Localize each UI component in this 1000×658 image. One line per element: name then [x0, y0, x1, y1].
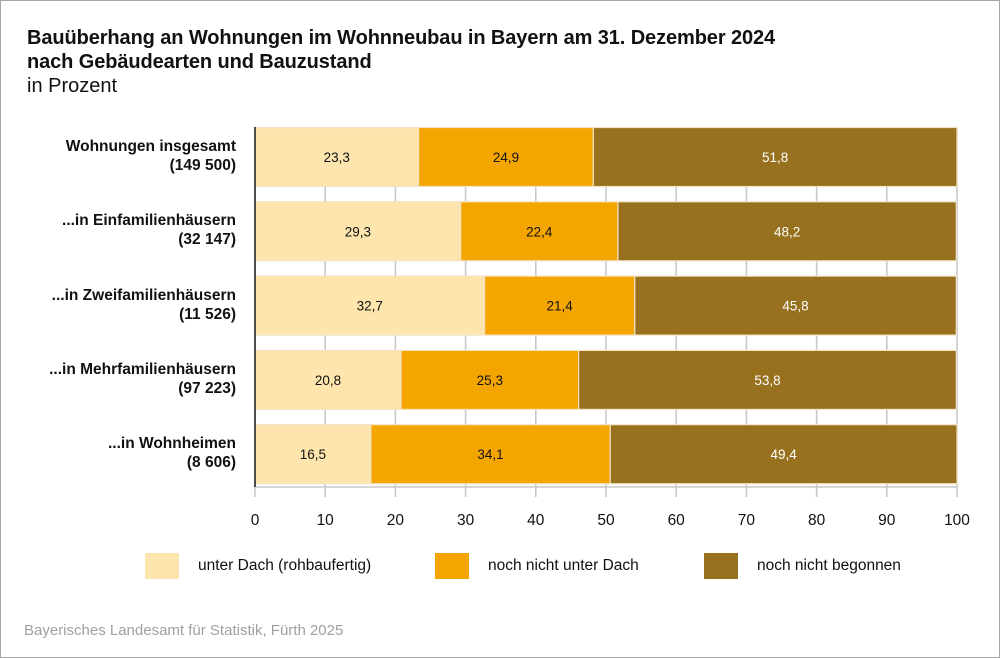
category-label-name: ...in Einfamilienhäusern — [62, 212, 236, 230]
legend-item-unter-dach: unter Dach (rohbaufertig) — [145, 553, 371, 579]
x-tick-label-10: 10 — [317, 512, 335, 529]
category-label-1: ...in Einfamilienhäusern (32 147) — [62, 211, 236, 249]
data-label-2-0: 32,7 — [357, 299, 383, 314]
legend-label-unter-dach: unter Dach (rohbaufertig) — [198, 557, 372, 574]
x-tick-label-70: 70 — [738, 512, 756, 529]
data-label-0-0: 23,3 — [324, 150, 350, 165]
chart-title-line-2: nach Gebäudearten und Bauzustand — [27, 51, 372, 73]
data-label-1-1: 22,4 — [526, 224, 553, 239]
legend-swatch-unter-dach — [145, 553, 179, 579]
data-label-3-0: 20,8 — [315, 373, 341, 388]
data-label-0-2: 51,8 — [762, 150, 788, 165]
data-label-4-2: 49,4 — [770, 447, 797, 462]
bar-segment-1-0 — [254, 201, 462, 262]
data-label-4-1: 34,1 — [477, 447, 503, 462]
legend-label-noch-nicht-unter-dach: noch nicht unter Dach — [488, 557, 639, 574]
category-label-name: Wohnungen insgesamt — [65, 138, 236, 155]
bar-segment-1-1 — [460, 201, 619, 262]
legend-swatch-noch-nicht-unter-dach — [435, 553, 469, 579]
legend-swatch-noch-nicht-begonnen — [704, 553, 738, 579]
chart-subtitle: in Prozent — [27, 75, 118, 97]
category-label-4: ...in Wohnheimen (8 606) — [108, 434, 236, 472]
category-label-name: ...in Wohnheimen — [107, 435, 236, 453]
legend-item-noch-nicht-unter-dach: noch nicht unter Dach — [435, 553, 639, 579]
x-tick-label-40: 40 — [527, 512, 545, 529]
category-label-count: (32 147) — [178, 231, 236, 249]
x-tick-label-100: 100 — [944, 512, 970, 529]
x-tick-label-0: 0 — [251, 512, 260, 529]
category-label-0: Wohnungen insgesamt (149 500) — [66, 137, 236, 175]
bar-segment-4-2 — [609, 424, 958, 485]
chart-title-line-1: Bauüberhang an Wohnungen im Wohnneubau i… — [27, 27, 776, 49]
x-tick-label-60: 60 — [668, 512, 686, 529]
bar-segment-2-0 — [254, 275, 486, 336]
x-tick-label-90: 90 — [878, 512, 896, 529]
category-label-count: (149 500) — [169, 157, 236, 174]
bar-segment-0-2 — [592, 126, 958, 188]
category-label-name: ...in Mehrfamilienhäusern — [49, 360, 236, 378]
category-label-3: ...in Mehrfamilienhäusern (97 223) — [49, 360, 236, 398]
legend-label-noch-nicht-begonnen: noch nicht begonnen — [757, 557, 901, 574]
bar-segment-3-1 — [400, 349, 580, 410]
data-label-3-2: 53,8 — [754, 373, 780, 388]
data-label-4-0: 16,5 — [300, 447, 326, 462]
category-label-count: (11 526) — [179, 305, 236, 323]
source-note: Bayerisches Landesamt für Statistik, Für… — [24, 622, 344, 639]
data-label-2-2: 45,8 — [782, 299, 808, 314]
legend-item-noch-nicht-begonnen: noch nicht begonnen — [704, 553, 901, 579]
x-tick-label-20: 20 — [387, 512, 405, 529]
data-label-2-1: 21,4 — [547, 299, 574, 314]
data-label-1-0: 29,3 — [345, 224, 371, 239]
category-label-name: ...in Zweifamilienhäusern — [51, 286, 236, 304]
data-label-3-1: 25,3 — [477, 373, 503, 388]
legend: unter Dach (rohbaufertig) noch nicht unt… — [0, 553, 1000, 579]
x-tick-label-30: 30 — [457, 512, 475, 529]
bar-segment-2-2 — [634, 275, 957, 336]
x-tick-label-80: 80 — [808, 512, 826, 529]
data-label-1-2: 48,2 — [774, 224, 800, 239]
data-label-0-1: 24,9 — [493, 150, 519, 165]
category-label-count: (8 606) — [186, 454, 236, 472]
x-tick-label-50: 50 — [597, 512, 615, 529]
bar-segment-0-0 — [254, 126, 420, 188]
chart-title: Bauüberhang an Wohnungen im Wohnneubau i… — [27, 26, 775, 74]
bar-segment-3-2 — [578, 349, 957, 410]
bar-segment-1-2 — [617, 201, 957, 262]
bar-segment-0-1 — [417, 126, 594, 188]
category-label-count: (97 223) — [178, 379, 236, 397]
category-label-2: ...in Zweifamilienhäusern (11 526) — [52, 286, 236, 324]
